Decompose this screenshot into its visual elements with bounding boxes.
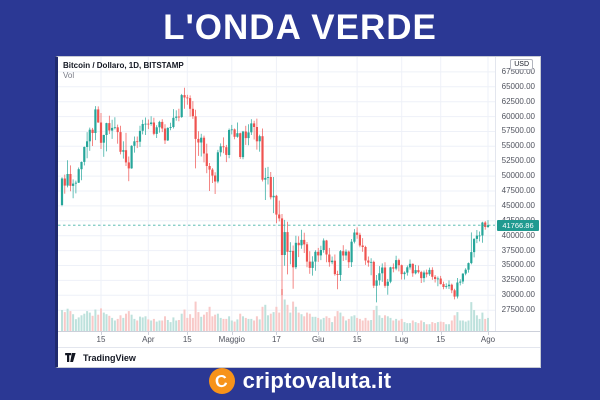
tradingview-logo-icon <box>65 353 76 362</box>
price-tick-label: 35000.00 <box>501 260 535 270</box>
time-tick-mark <box>231 332 233 335</box>
price-tick-label: 47500.00 <box>501 186 535 196</box>
time-tick-label: 17 <box>271 335 281 344</box>
price-tick-label: 57500.00 <box>501 126 535 136</box>
price-tick-label: 65000.00 <box>501 81 535 91</box>
time-tick-mark <box>440 332 442 335</box>
gridlines <box>58 57 495 331</box>
price-tick-label: 37500.00 <box>501 245 535 255</box>
current-price-badge: 41766.86 <box>497 219 539 231</box>
chart-panel: Bitcoin / Dollaro, 1D, BITSTAMP Vol USD … <box>55 56 541 368</box>
time-tick-label: 15 <box>96 335 106 344</box>
time-tick-mark <box>318 332 320 335</box>
price-tick-label: 52500.00 <box>501 156 535 166</box>
page-title: L'ONDA VERDE <box>163 8 437 47</box>
price-tick-label: 60000.00 <box>501 111 535 121</box>
price-tick-label: 40000.00 <box>501 230 535 240</box>
time-tick-label: 15 <box>182 335 192 344</box>
price-tick-label: 30000.00 <box>501 290 535 300</box>
price-axis[interactable]: USD 41766.86 67500.00 65000.00 62500.00 600… <box>495 57 540 331</box>
price-tick-label: 27500.00 <box>501 305 535 315</box>
time-tick-mark <box>357 332 359 335</box>
criptovaluta-coin-icon: C <box>208 368 235 394</box>
coin-letter: C <box>214 370 230 392</box>
time-tick-label: Lug <box>395 335 409 344</box>
candles <box>60 87 490 303</box>
price-tick-label: 45000.00 <box>501 200 535 210</box>
price-tick-label: 50000.00 <box>501 171 535 181</box>
price-tick-label: 62500.00 <box>501 96 535 106</box>
time-tick-label: Apr <box>142 335 155 344</box>
price-tick-label: 32500.00 <box>501 275 535 285</box>
currency-badge: USD <box>510 59 533 70</box>
time-tick-label: 15 <box>352 335 362 344</box>
candlestick-chart[interactable] <box>58 57 495 331</box>
brand-name: criptovaluta.it <box>242 368 392 393</box>
time-tick-label: Ago <box>480 335 496 344</box>
brand-watermark: C criptovaluta.it <box>0 368 600 394</box>
time-tick-label: 15 <box>436 335 446 344</box>
tradingview-label: TradingView <box>83 352 136 363</box>
price-tick-label: 55000.00 <box>501 141 535 151</box>
tradingview-attribution[interactable]: TradingView <box>58 347 540 367</box>
time-tick-mark <box>148 332 150 335</box>
time-tick-mark <box>187 332 189 335</box>
time-tick-mark <box>488 332 489 335</box>
time-tick-label: Maggio <box>218 335 245 344</box>
time-tick-label: Giu <box>311 335 325 344</box>
time-tick-mark <box>276 332 278 335</box>
volume-bars <box>61 289 489 331</box>
time-tick-mark <box>101 332 102 335</box>
time-axis[interactable]: 15 Apr 15 Maggio 17 Giu 15 Lug 15 Ago <box>58 331 540 347</box>
price-tick-label: 67500.00 <box>501 66 535 76</box>
time-tick-mark <box>401 332 403 335</box>
